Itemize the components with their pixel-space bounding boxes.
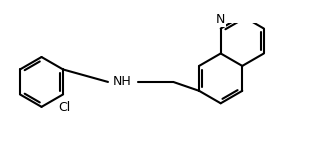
Text: NH: NH: [113, 75, 132, 88]
Text: N: N: [216, 13, 225, 26]
Text: Cl: Cl: [58, 101, 70, 114]
